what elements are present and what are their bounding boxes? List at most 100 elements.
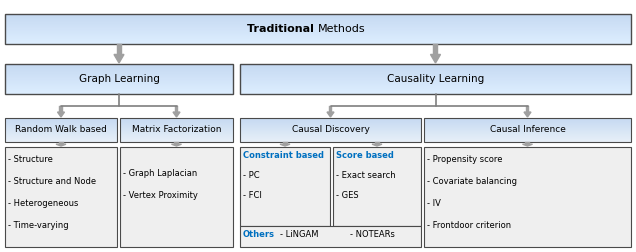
Bar (282, 142, 287, 144)
Bar (5, 77, 233, 78)
Bar (240, 92, 631, 93)
Text: - FCI: - FCI (243, 191, 262, 200)
Polygon shape (173, 112, 180, 117)
Bar (5, 139, 117, 140)
Bar (240, 87, 631, 88)
Bar (5, 127, 117, 128)
Bar (424, 131, 631, 132)
Bar (5, 81, 233, 82)
Bar (5, 87, 233, 88)
Text: - PC: - PC (243, 171, 259, 180)
Bar (240, 77, 631, 78)
Bar (240, 147, 330, 226)
Bar (5, 32, 631, 33)
Text: Causal Discovery: Causal Discovery (291, 125, 370, 135)
Bar (424, 121, 631, 122)
Bar (5, 76, 233, 77)
Bar (120, 129, 233, 130)
Bar (424, 118, 631, 142)
Bar (240, 125, 421, 126)
Bar (240, 64, 631, 94)
Bar (120, 140, 233, 141)
Bar (5, 18, 631, 19)
Bar (240, 64, 631, 65)
Bar (5, 64, 233, 65)
Polygon shape (56, 144, 66, 146)
Bar (240, 72, 631, 73)
Bar (5, 123, 117, 124)
Bar (240, 86, 631, 87)
Bar (5, 70, 233, 71)
Bar (424, 141, 631, 142)
Text: - Structure: - Structure (8, 155, 53, 164)
Polygon shape (57, 112, 64, 117)
Bar (240, 118, 421, 142)
Bar (240, 140, 421, 141)
Bar (120, 136, 233, 137)
Bar (5, 36, 631, 37)
Bar (424, 123, 631, 124)
Bar (240, 127, 421, 128)
Bar (240, 126, 421, 127)
Bar (424, 128, 631, 129)
Bar (240, 121, 421, 122)
Bar (5, 91, 233, 92)
Bar (5, 23, 631, 24)
Bar (5, 128, 117, 129)
Bar (240, 76, 631, 77)
Bar (240, 75, 631, 76)
Bar (5, 40, 631, 41)
Bar (116, 44, 121, 54)
Bar (59, 106, 63, 112)
Bar (240, 135, 421, 136)
Bar (5, 66, 233, 67)
Bar (525, 142, 530, 144)
Text: - Graph Laplacian: - Graph Laplacian (123, 169, 197, 178)
Bar (424, 138, 631, 139)
Bar (120, 133, 233, 134)
Bar (5, 120, 117, 121)
Bar (5, 26, 631, 27)
Bar (5, 64, 233, 94)
Bar (5, 92, 233, 93)
Bar (5, 72, 233, 73)
Bar (5, 15, 631, 16)
Bar (5, 17, 631, 18)
Bar (5, 68, 233, 69)
Bar (120, 121, 233, 122)
Bar (240, 78, 631, 79)
Bar (120, 125, 233, 126)
Bar (240, 132, 421, 133)
Bar (329, 106, 332, 112)
Bar (240, 84, 631, 85)
Bar (424, 119, 631, 120)
Bar (5, 19, 631, 20)
Bar (120, 127, 233, 128)
Bar (5, 129, 117, 130)
Bar (240, 82, 631, 83)
Bar (424, 132, 631, 133)
Bar (5, 89, 233, 90)
Bar (424, 136, 631, 137)
Bar (5, 118, 117, 142)
Bar (424, 127, 631, 128)
Bar (5, 124, 117, 125)
Text: Traditional: Traditional (247, 24, 318, 34)
Bar (5, 37, 631, 38)
Polygon shape (172, 144, 181, 146)
Bar (120, 132, 233, 133)
Bar (120, 128, 233, 129)
Polygon shape (327, 112, 334, 117)
Polygon shape (524, 112, 531, 117)
Bar (240, 79, 631, 80)
Text: - Heterogeneous: - Heterogeneous (8, 199, 78, 208)
Bar (240, 123, 421, 124)
Bar (5, 79, 233, 80)
Bar (120, 120, 233, 121)
Bar (240, 133, 421, 134)
Bar (120, 139, 233, 140)
Bar (240, 129, 421, 130)
Bar (240, 65, 631, 66)
Bar (5, 29, 631, 30)
Bar (5, 69, 233, 70)
